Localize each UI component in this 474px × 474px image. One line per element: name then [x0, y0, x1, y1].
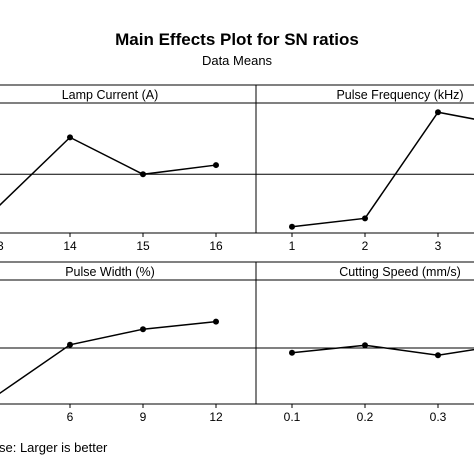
panel-title: Lamp Current (A)	[62, 88, 159, 102]
x-tick-label: 0.1	[284, 410, 301, 424]
data-point	[362, 215, 368, 222]
series-line	[0, 136, 217, 206]
series-line	[0, 320, 217, 395]
x-tick-label: 0.2	[357, 410, 374, 424]
x-tick-label: 13	[0, 239, 4, 253]
panel-frame	[255, 261, 474, 405]
data-point	[435, 109, 441, 116]
x-tick-label: 3	[435, 239, 442, 253]
data-point	[362, 342, 368, 349]
series-line	[291, 111, 474, 228]
panel-title: Pulse Width (%)	[65, 265, 155, 279]
panel-title: Pulse Frequency (kHz)	[336, 88, 463, 102]
x-tick-label: 3	[0, 410, 1, 424]
panel-title: Cutting Speed (mm/s)	[339, 265, 461, 279]
x-tick-label: 9	[140, 410, 147, 424]
panel-frame	[255, 84, 474, 234]
x-tick-label: 0.3	[430, 410, 447, 424]
panel-frame	[0, 84, 257, 234]
data-point	[140, 326, 146, 333]
data-point	[289, 349, 295, 356]
chart-subtitle: Data Means	[201, 53, 273, 68]
x-tick-label: 16	[209, 239, 223, 253]
x-tick-label: 1	[289, 239, 296, 253]
data-point	[140, 171, 146, 178]
x-tick-label: 14	[63, 239, 77, 253]
data-point	[213, 162, 219, 169]
data-point	[289, 223, 295, 230]
x-tick-label: 12	[209, 410, 223, 424]
x-tick-label: 6	[67, 410, 74, 424]
data-point	[67, 134, 73, 141]
data-point	[67, 341, 73, 348]
x-tick-label: 2	[362, 239, 369, 253]
footer-note: se: Larger is better	[0, 440, 108, 455]
x-tick-label: 15	[136, 239, 150, 253]
series-line	[291, 344, 474, 356]
data-point	[435, 352, 441, 359]
data-point	[213, 318, 219, 325]
chart-title: Main Effects Plot for SN ratios	[115, 30, 359, 49]
